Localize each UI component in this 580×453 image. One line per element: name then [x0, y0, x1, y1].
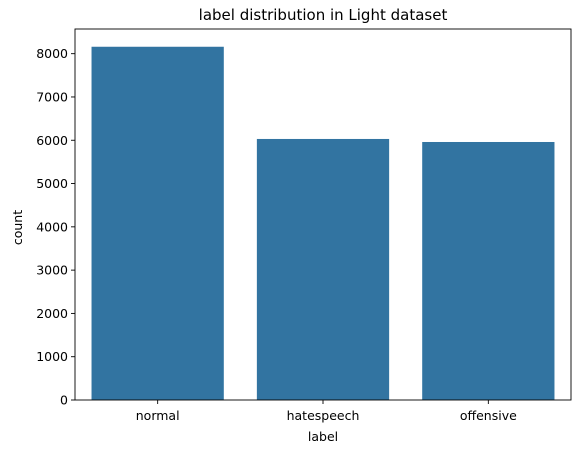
y-tick-label: 0 — [60, 393, 68, 408]
y-tick-label: 6000 — [36, 133, 68, 148]
x-tick-label-hatespeech: hatespeech — [287, 408, 360, 423]
y-axis: 0 1000 2000 3000 4000 5000 6000 7000 8000 — [36, 46, 75, 408]
chart-title: label distribution in Light dataset — [199, 6, 448, 24]
plot-frame — [74, 28, 572, 401]
bar-offensive — [422, 141, 555, 401]
y-tick-label: 4000 — [36, 219, 68, 234]
bar-hatespeech — [256, 138, 390, 400]
y-tick-label: 1000 — [36, 349, 68, 364]
y-tick-label: 3000 — [36, 263, 68, 278]
y-tick-label: 2000 — [36, 306, 68, 321]
x-axis: normal hatespeech offensive — [136, 400, 517, 423]
y-tick-label: 7000 — [36, 89, 68, 104]
y-axis-label: count — [10, 210, 25, 245]
y-tick-label: 8000 — [36, 46, 68, 61]
x-axis-label: label — [308, 429, 338, 444]
y-tick-label: 5000 — [36, 176, 68, 191]
x-tick-label-offensive: offensive — [460, 408, 517, 423]
x-tick-label-normal: normal — [136, 408, 180, 423]
bars-group — [91, 46, 555, 401]
bar-normal — [91, 46, 224, 400]
